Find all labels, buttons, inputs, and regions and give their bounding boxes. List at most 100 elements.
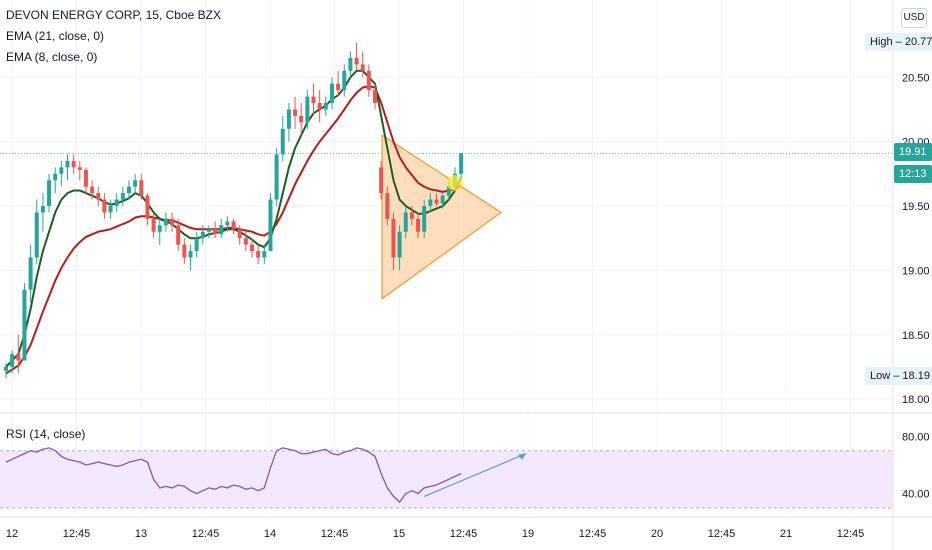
candle-body [213,229,218,235]
candle-body [354,57,359,65]
candle-body [342,70,347,91]
time-tick-label: 15 [393,528,405,540]
ema8-legend[interactable]: EMA (8, close, 0) [6,50,98,64]
highlight-marker [446,174,463,191]
candle-body [102,199,107,213]
candle-body [416,218,421,232]
candle-body [71,160,76,168]
high-value: 20.77 [904,36,932,48]
candle-body [336,83,341,91]
candle-body [4,366,8,371]
candle-body [373,90,377,103]
candle-body [311,96,316,103]
trendline-line [423,453,527,497]
candle-body [40,206,45,213]
candle-body [34,212,39,258]
rsi-tick-label: 80.00 [902,431,930,443]
rsi-path [5,447,462,504]
candle-body [77,167,82,170]
candle-body [127,186,131,194]
candle-body [280,128,285,155]
price-tick-label: 18.00 [902,394,930,406]
low-label: Low [870,370,891,382]
candle-body [225,221,230,226]
candle-body [286,109,291,129]
candle-body [157,225,162,232]
candle-body [379,167,384,194]
candle-body [47,180,52,206]
rsi-band-fill [0,450,893,508]
candle-body [22,289,27,361]
rsi-line [5,447,462,504]
candle-body [403,212,408,232]
trendline-arrowhead [518,453,526,460]
currency-button[interactable]: USD [901,8,927,28]
candle-body [268,199,273,252]
candle-body [274,154,279,200]
candle-body [139,180,144,196]
candle-body [250,244,254,252]
time-tick-label: 19 [522,528,534,540]
candle-body [151,218,156,232]
candle-body [120,193,125,200]
candle-body [422,206,427,232]
time-tick-label: 12:45 [579,528,607,540]
low-tag: Low – 18.19 [865,367,932,385]
candle-body [188,251,193,258]
candle-body [200,231,205,239]
time-tick-label: 13 [135,528,147,540]
candle-body [409,212,414,219]
low-value: 18.19 [902,370,930,382]
time-tick-label: 12:45 [192,528,220,540]
candle-body [108,206,113,213]
candle-body [176,225,181,245]
candle-body [16,354,21,361]
high-tag: High – 20.77 [865,33,932,51]
candle-body [366,70,371,91]
candle-body [317,103,322,110]
time-tick-label: 12:45 [837,528,865,540]
symbol-legend[interactable]: DEVON ENERGY CORP, 15, Cboe BZX [6,8,221,22]
ema21-legend[interactable]: EMA (21, close, 0) [6,29,105,43]
candle-body [237,229,242,239]
highlight-dot [446,174,463,191]
candle-body [428,199,433,206]
high-label: High [870,36,893,48]
price-tick-label: 20.50 [902,72,930,84]
price-tick-label: 19.50 [902,201,930,213]
candle-body [65,160,70,168]
candle-body [305,96,310,123]
candle-body [145,195,150,219]
time-tick-label: 12:45 [450,528,478,540]
candle-body [90,186,95,194]
rsi-legend[interactable]: RSI (14, close) [6,427,86,441]
rsi-trendline[interactable] [423,453,527,497]
candle-body [182,244,187,258]
candle-body [299,115,304,123]
candle-body [348,57,353,71]
candle-body [262,251,267,258]
last-price-tag: 19.91 [894,143,932,161]
candle-body [53,173,58,181]
candle-body [446,186,451,196]
candle-body [293,109,298,116]
time-tick-label: 12 [6,528,18,540]
candle-body [360,64,365,71]
candle-body [391,218,396,258]
candle-body [440,195,445,204]
price-tick-label: 18.50 [902,330,930,342]
candle-body [397,231,402,258]
candle-body [329,83,334,103]
rsi-band [0,450,893,509]
time-tick-label: 14 [264,528,276,540]
candle-body [163,218,168,226]
candle-body [133,180,138,187]
candle-body [219,225,224,235]
candle-body [323,103,328,110]
rsi-tick-label: 40.00 [902,489,930,501]
time-tick-label: 20 [651,528,663,540]
candle-body [385,193,390,219]
candle-body [83,169,88,187]
